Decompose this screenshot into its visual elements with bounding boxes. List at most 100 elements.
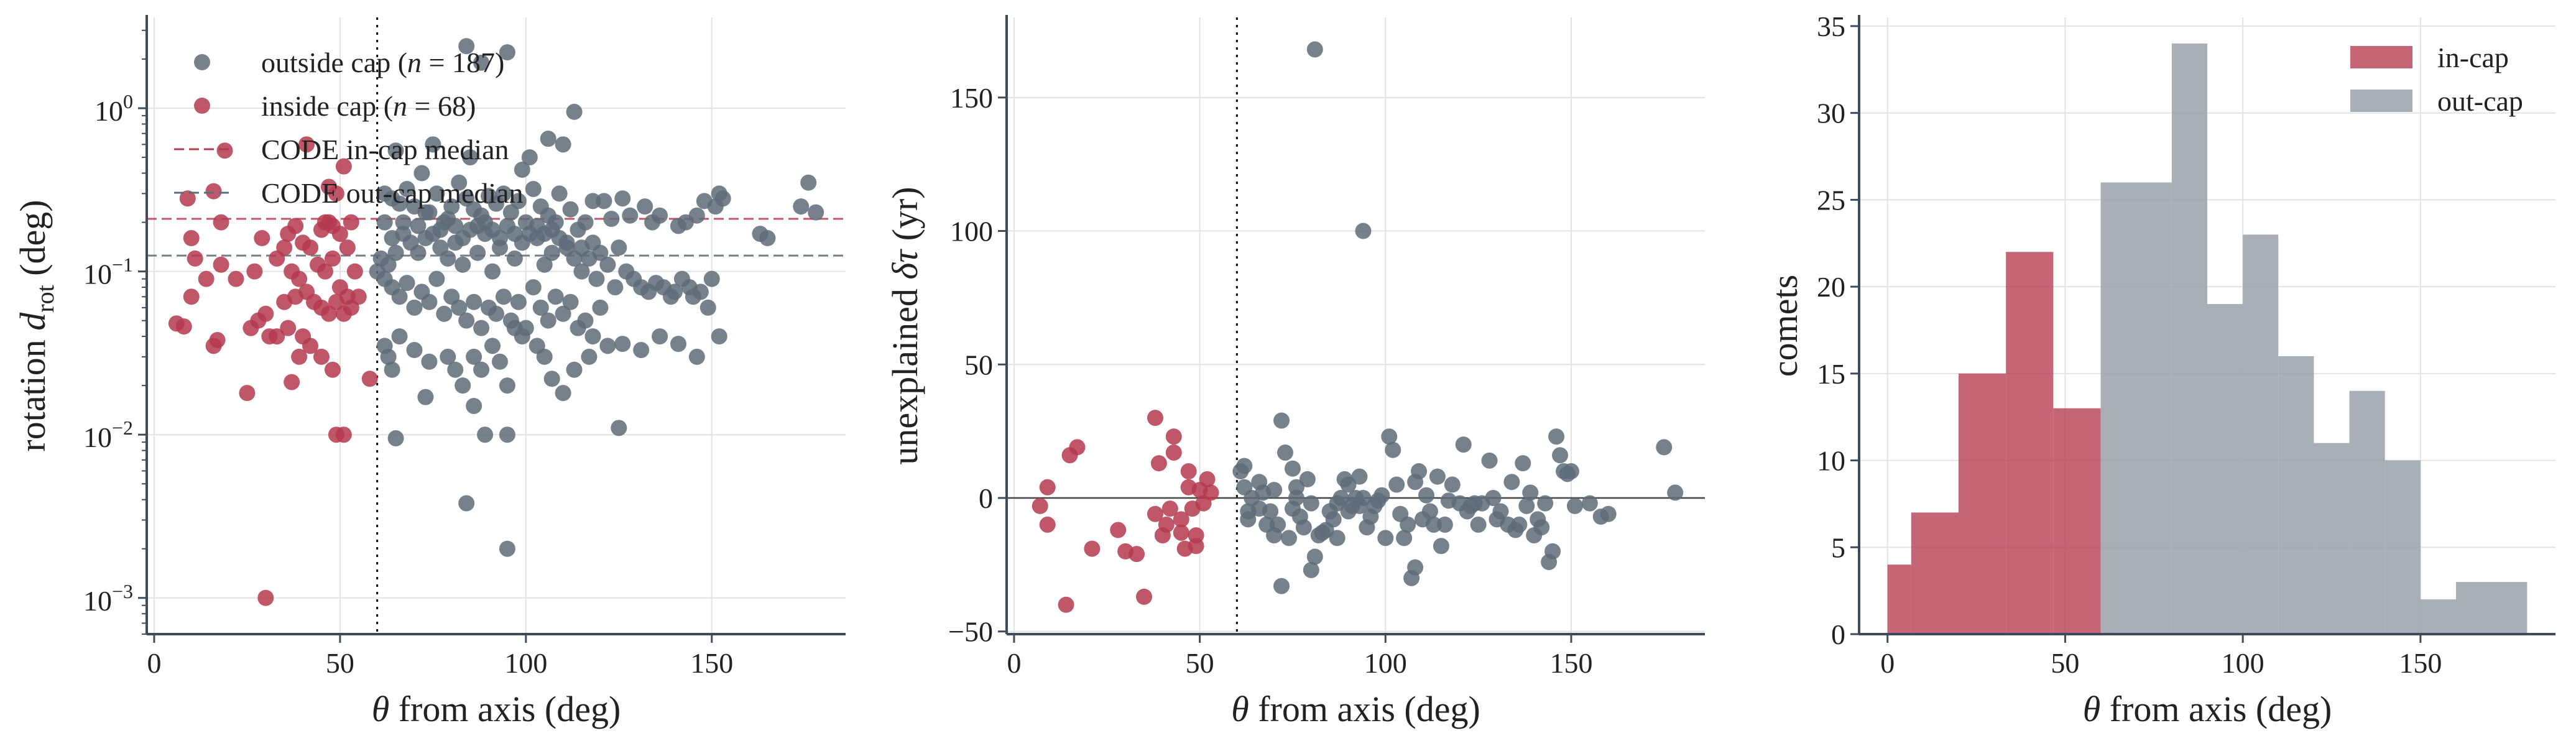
outside-cap-point (1306, 548, 1323, 565)
inside-cap-point (1147, 505, 1163, 522)
outside-cap-point (484, 338, 501, 354)
outside-cap-point (469, 244, 486, 261)
inside-cap-point (179, 190, 196, 207)
outside-cap-point (440, 250, 456, 267)
inside-cap-point (1173, 511, 1189, 528)
out-cap-bar (2384, 460, 2421, 634)
outside-cap-point (614, 190, 631, 207)
inside-cap-point (1084, 540, 1101, 557)
outside-cap-point (584, 328, 601, 345)
x-tick-label: 150 (1549, 647, 1592, 679)
outside-cap-point (384, 361, 400, 378)
out-cap-bar (2278, 356, 2314, 634)
inside-cap-point (276, 293, 293, 310)
y-tick-label: 10 (1817, 445, 1845, 477)
inside-cap-point (316, 263, 333, 280)
outside-cap-point (447, 218, 464, 234)
histogram-panel: 0 50 100 150 0 5 10 15 20 25 30 35 θ from axis (deg… (1765, 11, 2555, 729)
inside-cap-point (246, 263, 263, 280)
outside-cap-point (1262, 503, 1279, 520)
outside-cap-point (1288, 489, 1304, 506)
outside-cap-point (436, 305, 453, 322)
outside-cap-point (699, 299, 716, 316)
y-tick-label: 100 (950, 216, 993, 247)
outside-cap-point (1518, 497, 1535, 514)
out-cap-bar (2171, 43, 2207, 635)
inside-cap-point (324, 250, 341, 267)
outside-cap-point (1277, 444, 1294, 461)
outside-cap-point (666, 283, 683, 300)
outside-cap-point (599, 256, 616, 273)
panel-2-x-axis-label: θ from axis (deg) (1231, 689, 1480, 729)
outside-cap-point (1303, 495, 1319, 512)
outside-cap-point (391, 288, 408, 305)
outside-cap-point (1299, 471, 1316, 487)
outside-cap-point (499, 377, 515, 394)
outside-cap-point (417, 389, 434, 405)
x-tick-label: 150 (690, 647, 733, 679)
outside-cap-point (603, 211, 620, 228)
outside-cap-point (670, 336, 686, 352)
outside-cap-point (637, 198, 653, 215)
outside-cap-point (387, 430, 404, 447)
outside-cap-point (384, 230, 400, 247)
outside-cap-point (447, 361, 464, 378)
outside-cap-point (495, 288, 512, 305)
outside-cap-point (592, 244, 609, 261)
outside-cap-point (458, 495, 475, 512)
outside-cap-point (458, 312, 475, 329)
outside-cap-point (540, 312, 556, 329)
inside-cap-point (1136, 588, 1153, 605)
outside-cap-point (491, 353, 508, 370)
out-cap-bar (2100, 182, 2172, 634)
outside-cap-point (1273, 578, 1290, 594)
legend-entry-label: inside cap (n = 68) (261, 90, 476, 122)
inside-cap-point (1058, 596, 1074, 613)
panel-2-points (1007, 17, 1705, 634)
panel-1-legend: outside cap (n = 187) inside cap (n = 68)… (174, 47, 524, 209)
outside-cap-point (1425, 516, 1442, 533)
outside-cap-point (800, 174, 817, 191)
outside-cap-point (473, 54, 490, 71)
outside-cap-point (1444, 476, 1461, 493)
outside-cap-point (1433, 538, 1449, 555)
outside-cap-point (703, 270, 720, 287)
outside-cap-point (652, 328, 668, 345)
legend-swatch (2350, 90, 2412, 112)
outside-cap-point (622, 207, 639, 224)
inside-cap-point (335, 158, 352, 175)
inside-cap-point (175, 318, 192, 335)
out-cap-bar (2314, 443, 2350, 634)
inside-cap-point (1199, 471, 1216, 487)
outside-cap-point (611, 239, 627, 256)
inside-cap-point (1039, 516, 1056, 533)
y-tick-label: 25 (1817, 184, 1845, 216)
outside-cap-point (1329, 530, 1346, 546)
y-tick-label: 10−3 (83, 580, 133, 617)
x-tick-label: 100 (2222, 647, 2264, 679)
panel-3-x-axis-label: θ from axis (deg) (2083, 689, 2332, 729)
inside-cap-point (257, 589, 274, 606)
outside-cap-point (599, 338, 616, 354)
inside-cap-point (1203, 484, 1219, 501)
outside-cap-point (1492, 503, 1509, 520)
panel-1-ticks: 0 50 100 150 10−3 10−2 10−1 100 (83, 29, 733, 679)
inside-cap-point (287, 218, 304, 234)
outside-cap-point (525, 180, 542, 197)
outside-cap-point (466, 348, 482, 365)
x-tick-label: 50 (326, 647, 354, 679)
out-cap-bar (2207, 304, 2243, 634)
inside-cap-point (361, 371, 378, 387)
outside-cap-point (1340, 476, 1357, 493)
inside-cap-point (313, 348, 330, 365)
inside-cap-point (1161, 500, 1178, 517)
outside-cap-point (1411, 463, 1428, 480)
inside-cap-point (183, 288, 200, 305)
outside-cap-point (543, 371, 560, 387)
outside-cap-point (484, 263, 501, 280)
outside-cap-point (808, 204, 824, 221)
outside-cap-point (1533, 519, 1550, 536)
y-tick-label: 30 (1817, 98, 1845, 129)
outside-cap-point (566, 361, 583, 378)
